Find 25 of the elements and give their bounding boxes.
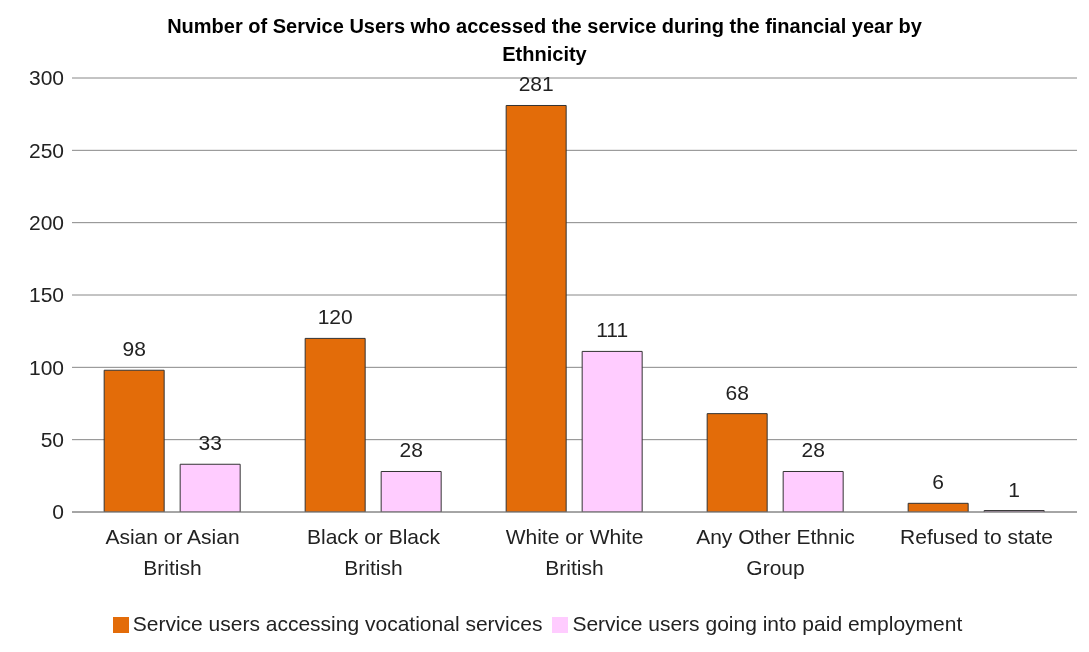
y-tick-label: 150: [28, 283, 64, 307]
x-tick-label: Refused to state: [900, 525, 1053, 548]
data-label: 98: [122, 337, 146, 361]
legend-label: Service users going into paid employment: [572, 612, 963, 635]
y-tick-label: 300: [28, 66, 64, 90]
data-label: 111: [596, 318, 629, 342]
chart-title: Number of Service Users who accessed the service during the financial year by Ethnicity: [166, 14, 923, 67]
data-label: 33: [198, 431, 222, 455]
x-tick-label: Any Other Ethnic Group: [696, 525, 855, 579]
data-label: 120: [317, 305, 353, 329]
x-tick-label: Black or Black British: [306, 525, 441, 579]
data-label: 68: [725, 380, 749, 404]
y-tick-label: 50: [40, 428, 64, 452]
data-label: 1: [1008, 477, 1020, 501]
y-tick-label: 100: [28, 355, 64, 379]
legend-label: Service users accessing vocational services: [132, 612, 543, 635]
x-tick-label: White or White British: [505, 525, 644, 579]
y-tick-label: 200: [28, 211, 64, 235]
data-label: 6: [932, 470, 944, 494]
data-label: 28: [399, 438, 423, 462]
data-label: 28: [801, 438, 825, 462]
x-tick-label: Asian or Asian British: [105, 525, 240, 579]
data-label: 281: [518, 72, 554, 96]
y-tick-label: 250: [28, 138, 64, 162]
y-tick-label: 0: [52, 500, 64, 524]
